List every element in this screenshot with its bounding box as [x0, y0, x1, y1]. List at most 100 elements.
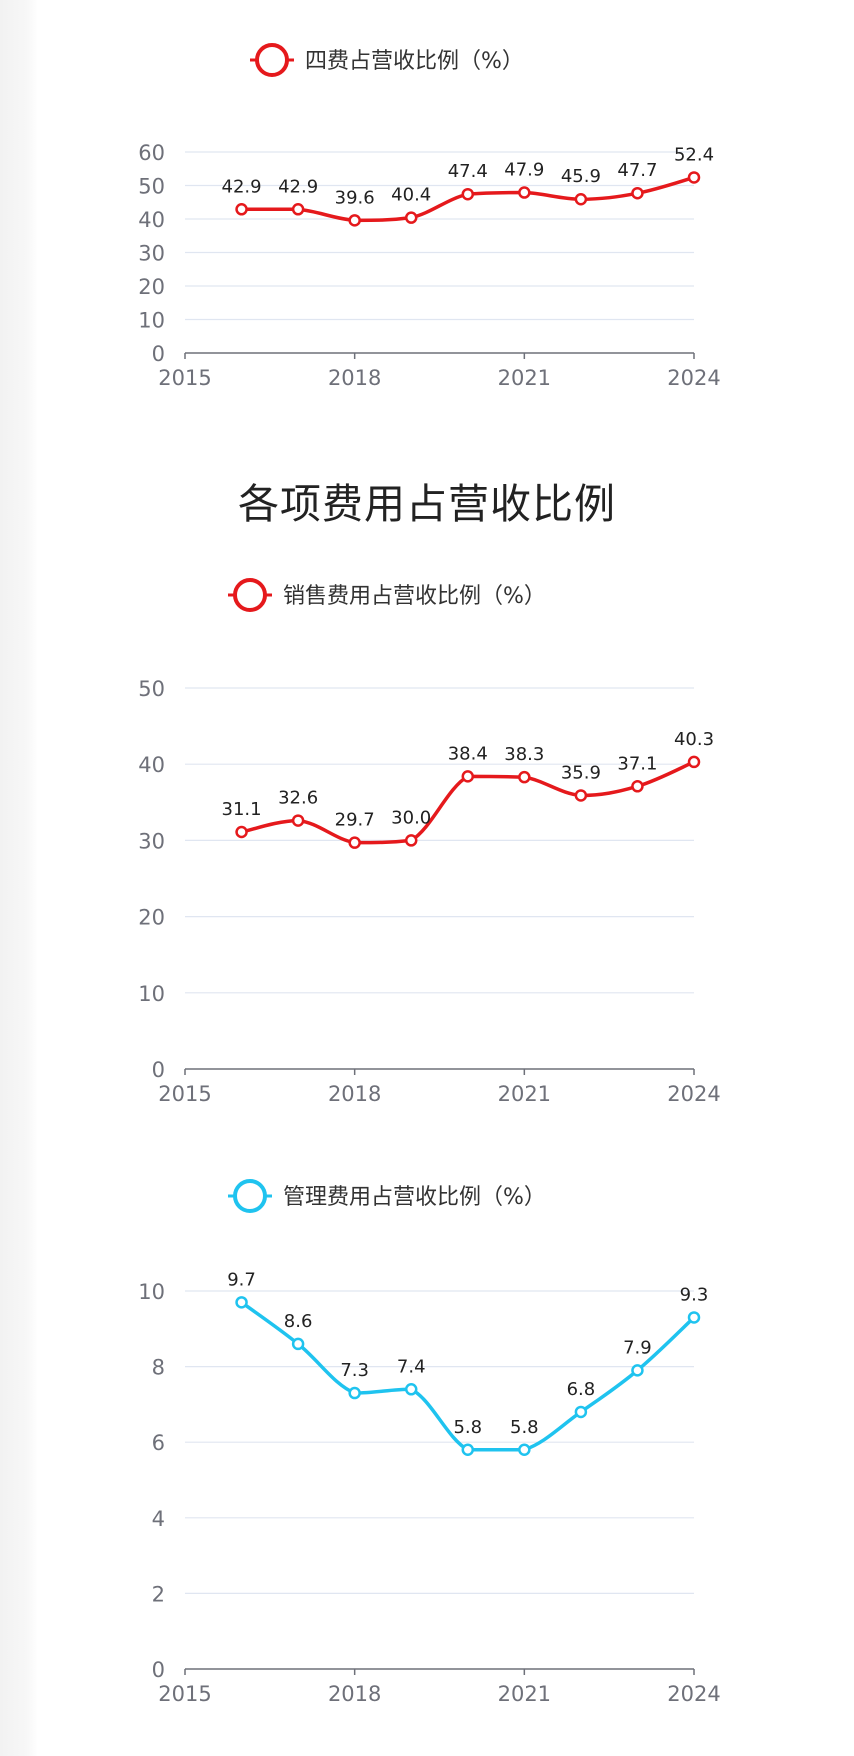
x-tick-label: 2015 — [158, 366, 211, 390]
data-label: 5.8 — [453, 1417, 482, 1438]
x-tick-label: 2021 — [498, 366, 551, 390]
y-tick-label: 6 — [152, 1431, 165, 1455]
data-point[interactable] — [518, 186, 531, 199]
data-label: 42.9 — [278, 176, 318, 197]
y-tick-label: 60 — [138, 141, 165, 165]
y-tick-label: 8 — [152, 1356, 165, 1380]
chart-2-legend-label: 销售费用占营收比例（%） — [283, 584, 546, 609]
data-label: 30.0 — [391, 807, 431, 828]
data-point[interactable] — [687, 755, 701, 769]
data-point[interactable] — [348, 836, 361, 849]
data-point[interactable] — [631, 780, 644, 793]
y-tick-label: 30 — [138, 829, 165, 853]
y-tick-label: 50 — [138, 175, 165, 199]
section-title: 各项费用占营收比例 — [238, 480, 616, 528]
x-tick-label: 2024 — [667, 1682, 720, 1706]
chart-1: 四费占营收比例（%） 0 10 20 30 40 50 60 2015 2018 2021 2024 4… — [138, 43, 721, 390]
data-point[interactable] — [235, 1296, 248, 1309]
data-point[interactable] — [348, 214, 361, 227]
data-point[interactable] — [404, 834, 418, 847]
legend-circle-icon — [255, 43, 289, 77]
data-label: 32.6 — [278, 788, 318, 809]
data-point[interactable] — [461, 1443, 475, 1457]
data-label: 45.9 — [561, 166, 601, 187]
x-tick-label: 2015 — [158, 1682, 211, 1706]
data-label: 37.1 — [617, 753, 657, 774]
data-label: 38.4 — [448, 743, 488, 764]
y-tick-label: 50 — [138, 677, 165, 701]
data-label: 42.9 — [222, 176, 262, 197]
data-point[interactable] — [518, 1443, 531, 1457]
data-label: 39.6 — [335, 187, 375, 208]
data-label: 47.4 — [448, 161, 488, 182]
y-tick-label: 2 — [152, 1582, 165, 1606]
x-tick-label: 2018 — [328, 366, 381, 390]
data-label: 7.3 — [340, 1360, 369, 1381]
y-tick-label: 20 — [138, 906, 165, 930]
x-tick-label: 2024 — [667, 366, 720, 390]
data-point[interactable] — [687, 1311, 701, 1324]
data-point[interactable] — [404, 1383, 418, 1396]
y-tick-label: 10 — [138, 1280, 165, 1304]
data-label: 5.8 — [510, 1417, 539, 1438]
data-point[interactable] — [518, 770, 531, 784]
data-point[interactable] — [461, 187, 475, 201]
x-tick-label: 2024 — [667, 1082, 720, 1106]
y-tick-label: 4 — [152, 1507, 165, 1531]
data-point[interactable] — [574, 1405, 588, 1419]
legend-circle-icon — [233, 1179, 267, 1213]
x-tick-label: 2018 — [328, 1682, 381, 1706]
y-tick-label: 20 — [138, 275, 165, 299]
data-label: 9.3 — [680, 1284, 709, 1305]
y-tick-label: 10 — [138, 982, 165, 1006]
data-point[interactable] — [235, 825, 248, 839]
y-tick-label: 30 — [138, 242, 165, 266]
data-label: 6.8 — [567, 1379, 596, 1400]
chart-2: 销售费用占营收比例（%） 0 10 20 30 40 50 2015 2018 2021 2024 3… — [138, 578, 721, 1106]
data-label: 29.7 — [335, 810, 375, 831]
y-tick-label: 0 — [152, 1058, 165, 1082]
data-label: 40.3 — [674, 729, 714, 750]
data-point[interactable] — [291, 203, 305, 216]
data-label: 47.7 — [617, 160, 657, 181]
data-label: 9.7 — [227, 1269, 256, 1290]
x-tick-label: 2021 — [498, 1682, 551, 1706]
y-tick-label: 0 — [152, 1658, 165, 1682]
data-point[interactable] — [461, 770, 475, 783]
y-tick-label: 10 — [138, 309, 165, 333]
data-point[interactable] — [291, 814, 305, 827]
chart-1-legend-label: 四费占营收比例（%） — [305, 49, 524, 74]
y-tick-label: 40 — [138, 753, 165, 777]
data-point[interactable] — [404, 211, 418, 224]
data-label: 40.4 — [391, 185, 431, 206]
y-tick-label: 0 — [152, 342, 165, 366]
chart-3-legend-label: 管理费用占营收比例（%） — [283, 1185, 546, 1210]
legend-circle-icon — [233, 578, 267, 612]
data-point[interactable] — [574, 789, 588, 802]
data-point[interactable] — [348, 1386, 361, 1400]
data-point[interactable] — [574, 192, 588, 206]
chart-1-legend[interactable]: 四费占营收比例（%） — [250, 43, 524, 77]
data-label: 35.9 — [561, 762, 601, 783]
data-label: 8.6 — [284, 1311, 313, 1332]
chart-3: 管理费用占营收比例（%） 0 2 4 6 8 10 2015 2018 2021 2024 9.7 8.… — [138, 1179, 721, 1706]
data-point[interactable] — [687, 171, 701, 184]
chart-2-legend[interactable]: 销售费用占营收比例（%） — [228, 578, 546, 612]
data-label: 7.9 — [623, 1337, 652, 1358]
y-tick-label: 40 — [138, 208, 165, 232]
data-point[interactable] — [235, 203, 248, 216]
x-tick-label: 2018 — [328, 1082, 381, 1106]
data-point[interactable] — [291, 1337, 305, 1351]
chart-3-legend[interactable]: 管理费用占营收比例（%） — [228, 1179, 546, 1213]
x-tick-label: 2021 — [498, 1082, 551, 1106]
data-label: 47.9 — [504, 160, 544, 181]
data-point[interactable] — [631, 186, 644, 200]
data-label: 31.1 — [222, 799, 262, 820]
data-label: 7.4 — [397, 1356, 426, 1377]
data-label: 52.4 — [674, 144, 714, 165]
x-tick-label: 2015 — [158, 1082, 211, 1106]
data-label: 38.3 — [504, 744, 544, 765]
data-point[interactable] — [631, 1364, 644, 1377]
left-edge-shade — [0, 0, 38, 1756]
